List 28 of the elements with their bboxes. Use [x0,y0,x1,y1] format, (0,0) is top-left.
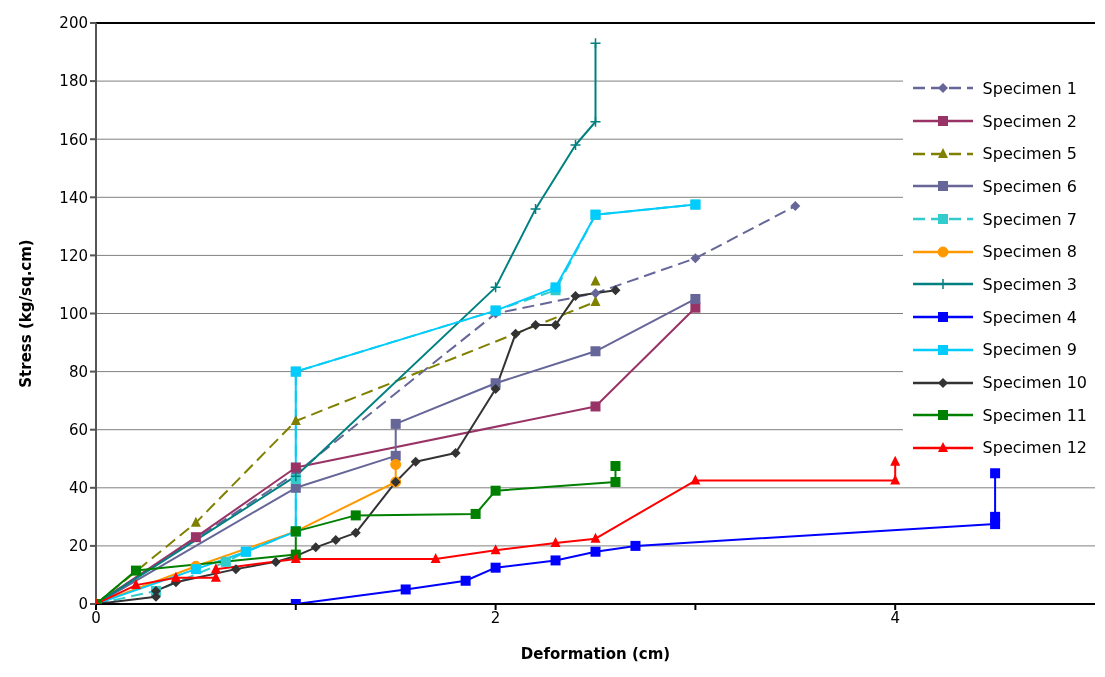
legend-label: Specimen 10 [982,373,1087,393]
y-tick-label: 140 [59,188,88,207]
y-tick-label: 160 [59,130,88,149]
legend-label: Specimen 8 [982,242,1077,262]
y-tick-label: 20 [68,537,88,556]
legend-label: Specimen 5 [982,144,1077,164]
x-axis-title: Deformation (cm) [520,645,671,663]
y-tick-label: 40 [68,479,88,498]
x-tick-label: 4 [890,608,900,627]
legend-label: Specimen 7 [982,209,1077,229]
y-tick-label: 0 [78,595,88,614]
y-tick-label: 180 [59,72,88,91]
x-tick-label: 2 [490,608,501,627]
legend-label: Specimen 2 [982,111,1077,131]
y-tick-label: 60 [68,421,88,440]
x-tick-label: 0 [91,608,101,627]
y-tick-label: 120 [59,246,88,265]
legend-label: Specimen 6 [982,176,1077,196]
legend-label: Specimen 9 [982,340,1077,360]
y-tick-label: 100 [59,304,88,323]
legend-label: Specimen 11 [982,405,1087,425]
y-axis-title: Stress (kg/sq.cm) [17,239,36,388]
legend-label: Specimen 3 [982,274,1077,294]
legend-label: Specimen 12 [982,438,1087,458]
legend-label: Specimen 4 [982,307,1077,327]
y-tick-label: 80 [68,362,88,381]
legend-label: Specimen 1 [982,78,1077,98]
y-tick-label: 200 [59,14,88,33]
